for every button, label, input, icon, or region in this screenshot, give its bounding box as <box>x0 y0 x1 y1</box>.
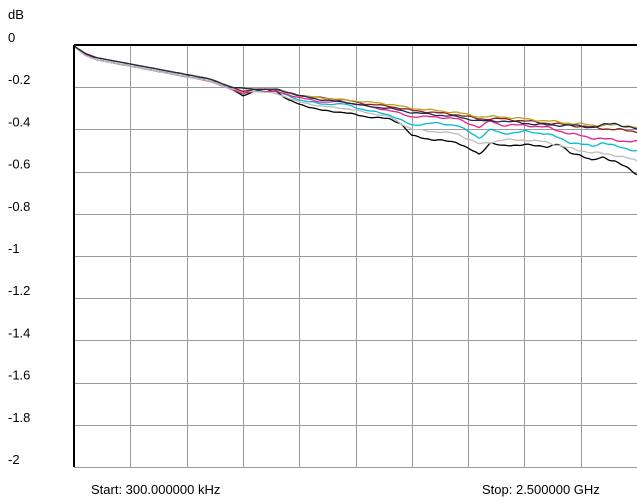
y-tick-label: -1.2 <box>8 283 30 298</box>
stop-frequency-label: Stop: 2.500000 GHz <box>482 482 600 497</box>
trace-line <box>73 45 637 129</box>
trace-line <box>73 45 637 134</box>
trace-line <box>73 45 637 162</box>
grid <box>74 45 637 468</box>
y-tick-labels: 0 -0.2 -0.4 -0.6 -0.8 -1 -1.2 -1.4 -1.6 -1.8 -2 <box>8 30 30 467</box>
y-tick-label: -1.4 <box>8 325 30 340</box>
y-tick-label: -0.8 <box>8 199 30 214</box>
y-axis-unit-label: dB <box>8 7 24 22</box>
y-tick-label: -0.4 <box>8 114 30 129</box>
y-tick-label: -0.6 <box>8 157 30 172</box>
trace-line <box>73 45 637 143</box>
start-frequency-label: Start: 300.000000 kHz <box>91 482 220 497</box>
trace-line <box>73 45 637 130</box>
trace-line <box>73 45 637 152</box>
y-tick-label: -1.6 <box>8 368 30 383</box>
y-tick-label: -0.2 <box>8 72 30 87</box>
y-tick-label: 0 <box>8 30 15 45</box>
y-tick-label: -1.8 <box>8 410 30 425</box>
traces <box>73 45 637 176</box>
y-tick-label: -1 <box>8 241 20 256</box>
y-tick-label: -2 <box>8 452 20 467</box>
